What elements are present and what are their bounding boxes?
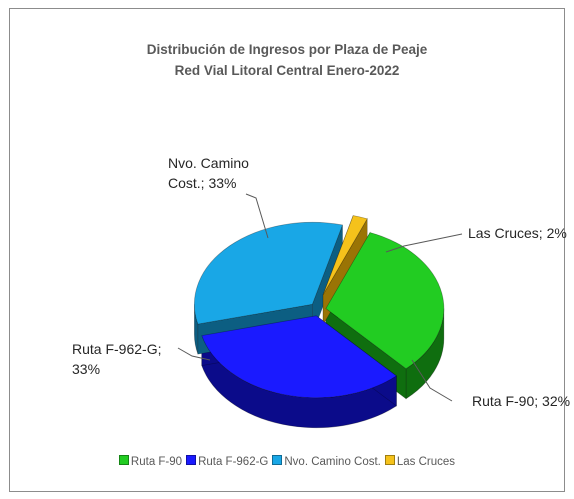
legend-label: Nvo. Camino Cost. (284, 456, 381, 468)
data-label-3-0: Las Cruces; 2% (468, 225, 567, 241)
data-label-1-1: 33% (72, 361, 100, 377)
chart-title: Distribución de Ingresos por Plaza de Pe… (146, 42, 428, 57)
legend-label: Ruta F-962-G (198, 456, 269, 468)
pie-slice-las-cruces (322, 215, 368, 295)
pie-slice-nvo-camino-cost- (194, 222, 344, 325)
data-label-2-0: Nvo. Camino (168, 155, 249, 171)
legend-swatch (272, 455, 283, 465)
leader-line-1 (177, 347, 211, 361)
legend-swatch (186, 455, 197, 465)
legend-label: Ruta F-90 (130, 456, 183, 468)
legend-swatch (384, 455, 395, 465)
chart-legend: Ruta F-90 Ruta F-962-G Nvo. Camino Cost. La… (10, 455, 564, 468)
data-label-2-1: Cost.; 33% (168, 175, 236, 191)
legend-item: Las Cruces (384, 455, 456, 468)
data-label-1-0: Ruta F-962-G; (72, 341, 161, 357)
legend-item: Ruta F-962-G (186, 455, 268, 468)
leader-line-3 (385, 233, 463, 253)
legend-item: Ruta F-90 (118, 455, 183, 468)
pie-slice-ruta-f-962-g (201, 315, 398, 399)
pie-slice-ruta-f-90 (325, 232, 445, 370)
leader-line-2 (245, 193, 269, 239)
chart-subtitle: Red Vial Litoral Central Enero-2022 (174, 63, 400, 78)
legend-item: Nvo. Camino Cost. (272, 455, 381, 468)
chart-title-block: Distribución de Ingresos por Plaza de Pe… (10, 39, 564, 81)
data-label-0-0: Ruta F-90; 32% (472, 393, 570, 409)
legend-swatch (118, 455, 129, 465)
legend-label: Las Cruces (396, 456, 456, 468)
pie-tops (194, 215, 445, 399)
data-labels: Ruta F-90; 32% Ruta F-962-G; 33% Nvo. Camin… (72, 155, 570, 409)
leader-line-0 (411, 359, 453, 402)
